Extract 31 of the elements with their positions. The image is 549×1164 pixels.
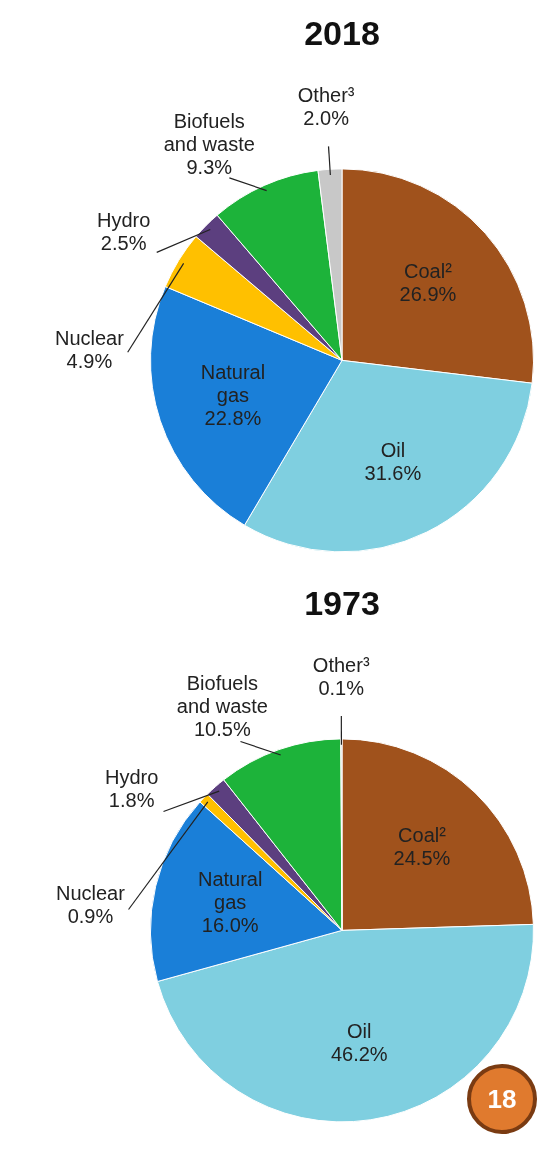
chart-title: 1973 [304, 583, 380, 622]
chart-title: 2018 [304, 13, 380, 52]
data-label: 16.0% [201, 914, 259, 937]
data-label: 2.0% [303, 107, 350, 130]
slice-label: Natural gas [200, 361, 266, 407]
data-label: 2.5% [100, 232, 147, 255]
data-label: 4.9% [66, 349, 113, 372]
slice-label: Nuclear [54, 326, 125, 349]
slice-label: Biofuels and waste [163, 109, 255, 155]
slice-label: Biofuels and waste [176, 672, 268, 718]
slice-label: Other³ [297, 84, 355, 107]
data-label: 31.6% [364, 462, 422, 485]
data-label: 9.3% [186, 155, 233, 178]
slice-label: Natural gas [197, 868, 263, 914]
slice-label: Nuclear [55, 881, 126, 904]
slice-label: Oil [380, 439, 406, 462]
data-label: 22.8% [204, 407, 262, 430]
data-label: 0.9% [67, 904, 114, 927]
data-label: 1.8% [108, 789, 155, 812]
text: 18 [467, 1064, 537, 1134]
slice-label: Coal² [398, 823, 447, 846]
data-label: 10.5% [193, 718, 251, 741]
slice-label: Coal² [404, 260, 453, 283]
data-label: 46.2% [330, 1043, 388, 1066]
slice-label: Hydro [104, 766, 159, 789]
slice-label: Other³ [312, 653, 370, 676]
slice-label: Hydro [96, 209, 151, 232]
data-label: 26.9% [399, 283, 457, 306]
data-label: 24.5% [393, 846, 451, 869]
slice-label: Oil [347, 1020, 372, 1043]
data-label: 0.1% [318, 676, 365, 699]
